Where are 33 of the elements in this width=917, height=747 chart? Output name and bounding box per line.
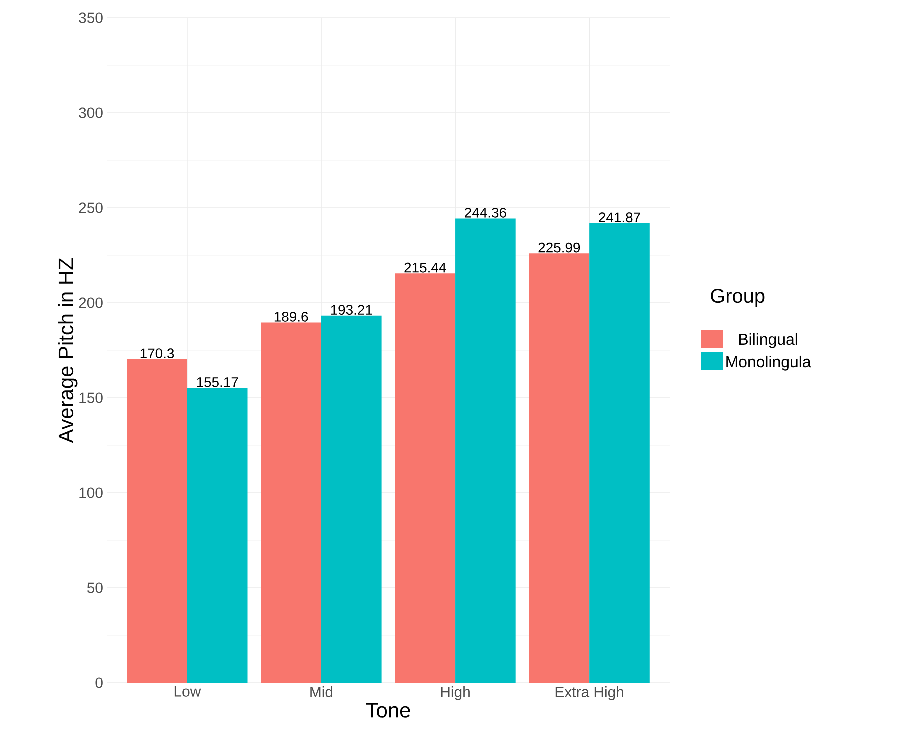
x-tick-label: Extra High — [556, 686, 624, 700]
y-tick-label: 50 — [87, 582, 103, 594]
y-tick-label: 350 — [79, 12, 103, 24]
bar — [127, 359, 188, 683]
x-tick-label: Low — [174, 686, 202, 697]
y-tick-label: 200 — [79, 298, 103, 308]
legend-title: Group — [711, 289, 765, 308]
data-label: 215.44 — [404, 262, 446, 273]
bar — [321, 316, 382, 683]
y-tick-label: 300 — [79, 108, 103, 118]
y-tick-label: 0 — [96, 678, 103, 688]
data-label: 241.87 — [599, 212, 640, 223]
data-label: 170.3 — [140, 348, 174, 359]
bar — [261, 322, 322, 683]
legend-label: Bilingual — [740, 333, 798, 348]
y-tick-label: 250 — [79, 202, 103, 214]
y-tick-label: 100 — [80, 488, 103, 498]
data-label: 244.36 — [465, 208, 506, 218]
bar — [590, 223, 650, 683]
bar — [529, 254, 590, 683]
bar — [395, 274, 456, 683]
y-axis-title: Average Pitch in HZ — [58, 258, 78, 444]
data-label: 155.17 — [197, 378, 238, 388]
x-tick-label: Mid — [310, 686, 333, 698]
legend-label: Monolingula — [726, 356, 812, 371]
data-label: 193.21 — [331, 305, 372, 316]
data-label: 225.99 — [538, 242, 580, 253]
y-tick-label: 150 — [80, 392, 103, 404]
bar — [456, 218, 516, 683]
bar — [187, 388, 248, 683]
x-axis-title: Tone — [366, 703, 410, 718]
data-label: 189.6 — [274, 312, 308, 322]
x-tick-label: High — [441, 686, 470, 700]
